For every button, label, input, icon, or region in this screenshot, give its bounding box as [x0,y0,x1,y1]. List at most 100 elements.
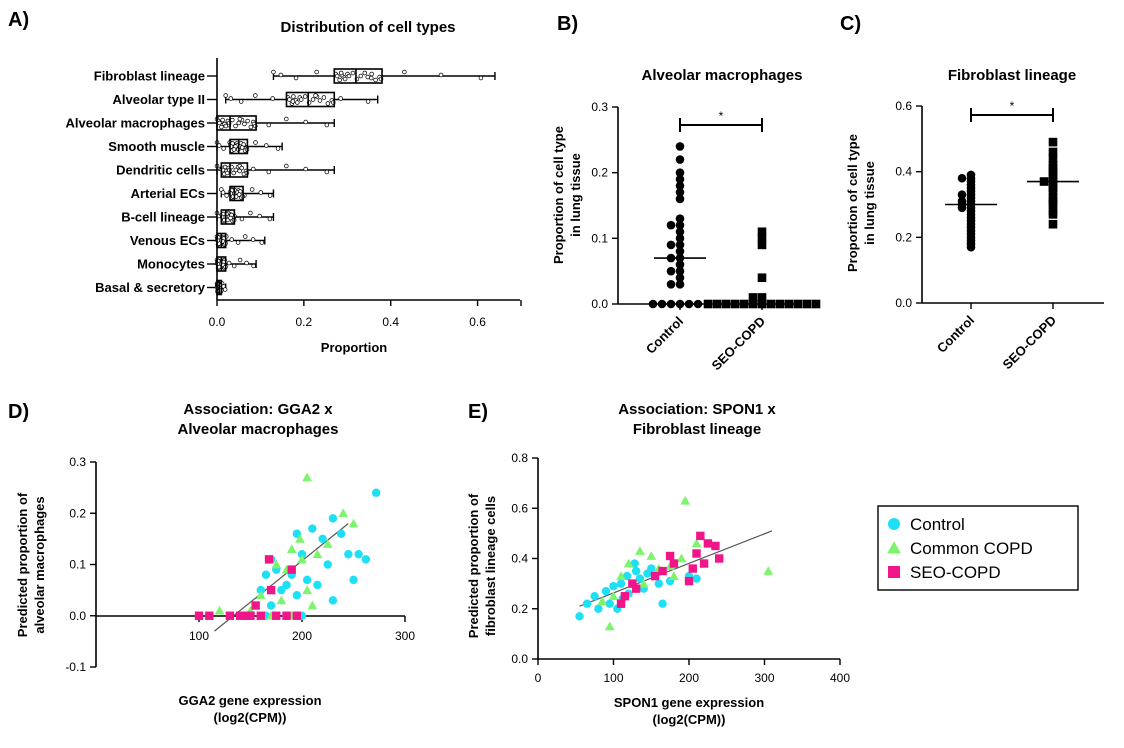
data-point-control [261,570,271,579]
data-point [223,93,228,98]
y-tick-label: 0.1 [591,231,608,245]
data-point [239,165,245,171]
data-point-seo [620,591,630,601]
data-point-seo [225,611,235,620]
data-point [278,72,284,78]
data-point-seo [266,585,276,595]
category-label: Fibroblast lineage [94,69,205,84]
data-point [350,70,356,76]
data-point [811,299,821,309]
data-point [299,97,304,102]
panel-e-x-label-line-2: (log2(CPM)) [653,712,726,727]
data-point [324,122,330,128]
y-tick-label: 0.3 [69,455,86,469]
y-tick-label: 0.0 [69,609,86,623]
data-point [338,70,344,76]
panel-d-title-line-1: Association: GGA2 x [183,401,333,418]
data-point [966,242,976,252]
x-tick-label: 0.4 [382,315,399,329]
data-point-seo [696,531,705,541]
data-point-control [328,514,338,523]
box [285,91,336,108]
data-point [225,170,230,176]
data-point [313,93,318,98]
data-point [216,143,222,148]
box-plot [214,138,283,155]
data-point [666,280,676,289]
x-category-label: Control [643,314,686,357]
data-point [236,192,242,197]
data-point [221,146,226,151]
legend-marker-seo [888,566,900,578]
y-tick-label: 0.0 [511,652,528,666]
data-point [478,75,484,81]
data-point [365,99,371,104]
significance-label: * [1010,99,1015,113]
box-plot [271,68,496,84]
x-category-label: SEO-COPD [708,314,768,374]
box-plot [214,162,335,178]
data-point [317,98,323,103]
data-point-common [597,596,608,606]
y-tick-label: 0.6 [511,501,528,515]
y-tick-label: -0.1 [65,660,86,674]
data-point [784,299,794,309]
data-point [250,237,256,242]
data-point [248,124,254,130]
y-tick-label: 0.6 [895,99,912,113]
box-plot [223,91,379,108]
data-point [675,220,685,230]
data-point-seo [205,611,214,620]
data-point-seo [272,611,281,620]
data-point [1048,137,1058,147]
data-point-common [604,621,615,631]
data-point-seo [194,611,204,620]
data-point-common [297,554,307,564]
data-point [237,168,242,174]
data-point-seo [650,571,660,581]
box [229,185,244,202]
data-point-seo [292,611,302,620]
panel-d-y-label-line-1: Predicted proportion of [15,492,30,637]
x-tick-label: 0.6 [469,315,486,329]
data-point [666,266,676,276]
data-point [266,169,272,175]
data-point [231,147,237,152]
data-point [1048,154,1058,163]
data-point [217,120,222,126]
data-point-seo [669,559,679,568]
data-point [675,214,685,223]
panel-d-trendline [214,523,349,632]
data-point-control [336,529,346,538]
category-label: Smooth muscle [108,139,205,154]
panel-e-title-line-2: Fibroblast lineage [633,421,761,438]
data-point-seo [699,559,709,568]
data-point-control [256,585,265,595]
x-tick-label: 100 [189,629,209,643]
data-point-common [286,544,297,553]
data-point [237,257,243,263]
data-point-control [609,581,618,591]
data-point-common [312,549,323,559]
legend-marker-control [888,518,900,530]
data-point [373,77,378,83]
data-point-common [295,534,305,543]
data-point-control [344,550,353,559]
data-point-control [605,599,614,608]
data-point-seo [692,549,701,558]
data-point [275,146,281,151]
data-point-control [297,550,307,559]
data-point [730,299,740,309]
data-point-control [349,575,358,585]
data-point [957,173,967,183]
data-point-common [271,559,282,569]
y-tick-label: 0.1 [69,558,86,572]
data-point [1048,200,1058,209]
data-point-control [594,604,603,613]
data-point-common [691,538,702,548]
box-plot [219,185,275,202]
legend-marker-common [887,541,901,554]
data-point [757,227,767,237]
panel-d-x-label-line-1: GGA2 gene expression [178,693,321,708]
